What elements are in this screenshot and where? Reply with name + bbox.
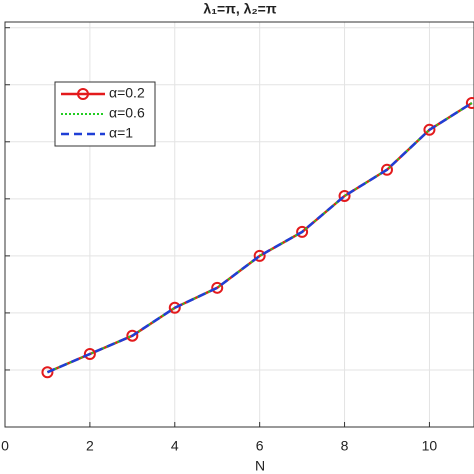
data-point (211, 281, 224, 294)
data-point (83, 347, 96, 360)
x-tick-label: 6 (256, 438, 264, 454)
data-point (465, 97, 474, 109)
data-point (380, 163, 393, 176)
data-point (253, 249, 266, 262)
data-point (423, 123, 436, 136)
x-tick-label: 8 (341, 438, 349, 454)
legend-marker (77, 88, 89, 100)
data-point (168, 301, 181, 314)
data-point (296, 225, 309, 238)
plot-frame (4, 21, 474, 428)
legend-box (54, 81, 156, 147)
data-point (126, 329, 139, 342)
chart-title: λ₁=π, λ₂=π (203, 1, 276, 17)
legend-label: α=1 (109, 125, 133, 141)
legend-label: α=0.2 (109, 85, 145, 101)
x-tick-label: 4 (171, 438, 179, 454)
series-line (46, 101, 473, 374)
legend-label: α=0.6 (109, 105, 145, 121)
x-tick-label: 0 (1, 438, 9, 454)
x-tick-label: 10 (422, 438, 438, 454)
data-point (338, 189, 351, 202)
x-axis-label: N (255, 458, 265, 474)
data-point (41, 366, 54, 379)
x-tick-label: 2 (86, 438, 94, 454)
